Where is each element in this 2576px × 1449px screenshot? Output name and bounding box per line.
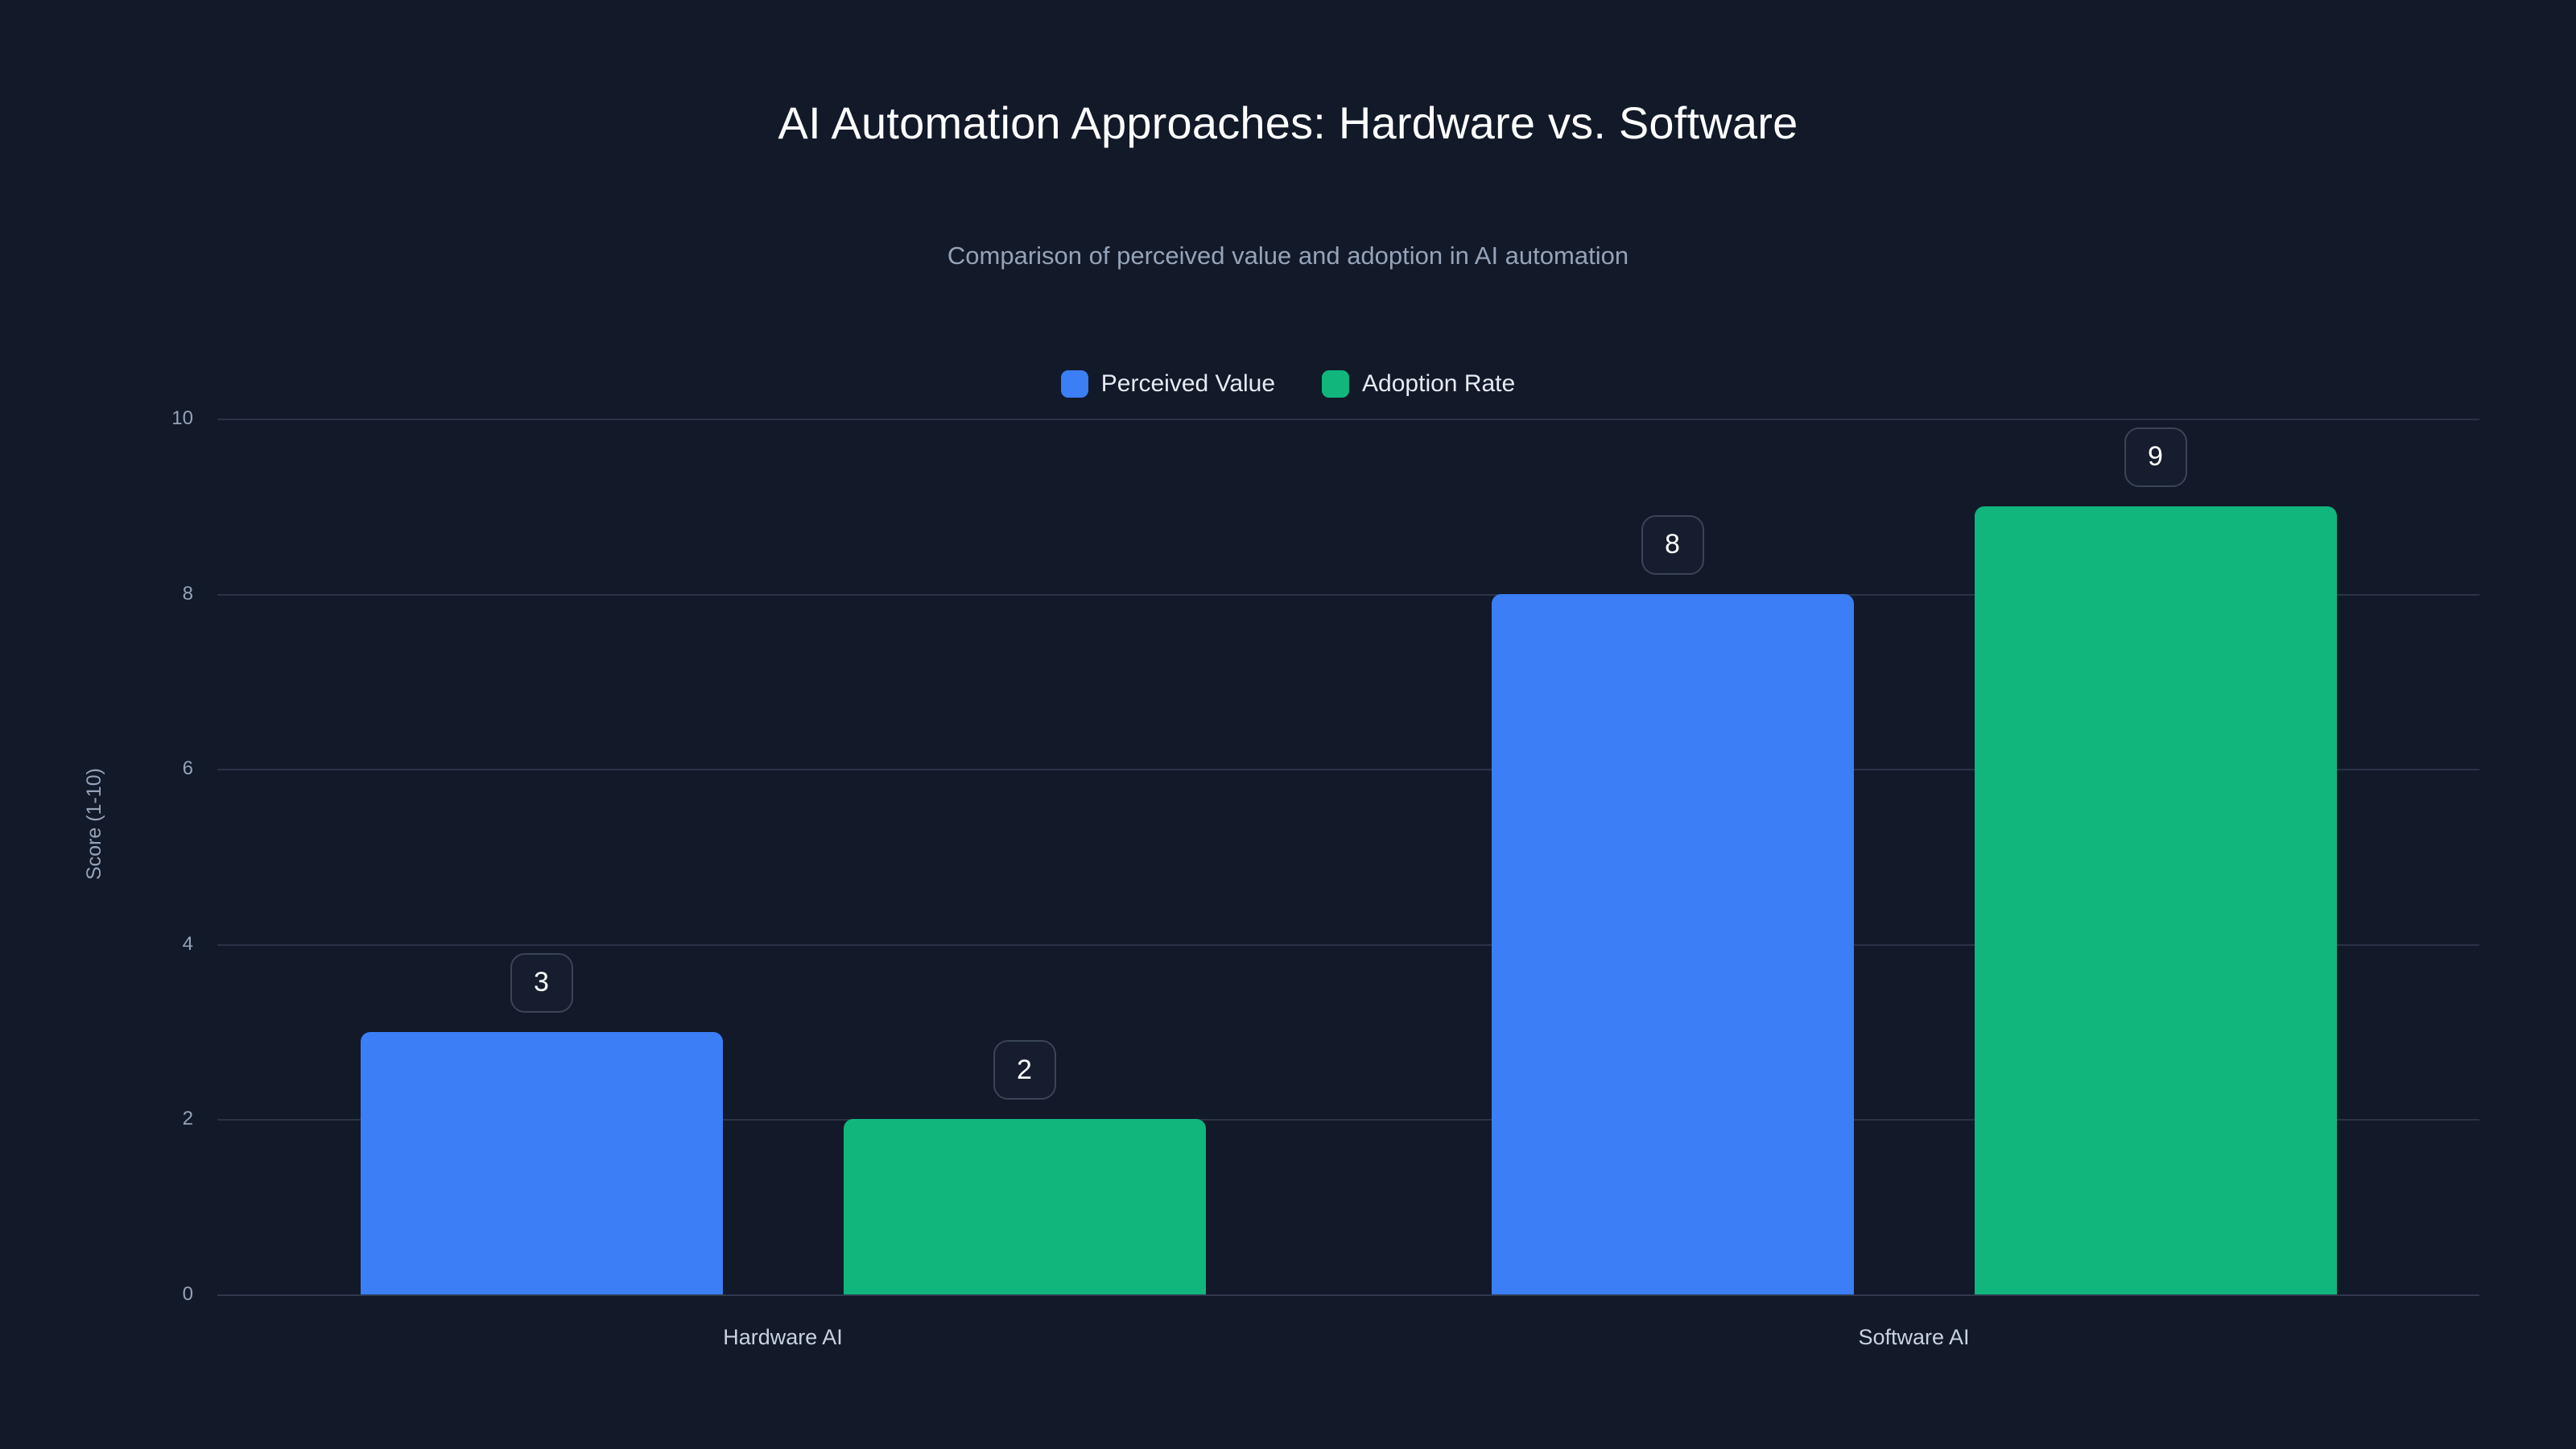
bar-hardware-ai-adoption-rate[interactable] [843,1119,1206,1294]
y-axis-tick-8: 8 [182,582,193,605]
gridline-6 [217,769,2479,771]
plot-area: 0 2 4 6 8 10 3 2 Hardware AI 8 9 Software AI [171,407,2479,1349]
data-label-software-ai-adoption-rate: 9 [2124,427,2187,487]
y-axis-label: Score (1-10) [83,768,105,880]
legend-item-1[interactable]: Adoption Rate [1322,370,1515,398]
page-title: AI Automation Approaches: Hardware vs. S… [778,97,1798,148]
legend-swatch-adoption-rate [1322,370,1350,398]
legend-swatch-perceived-value [1060,370,1088,398]
gridline-4 [217,943,2479,946]
gridline-2 [217,1119,2479,1121]
data-label-software-ai-perceived-value: 8 [1641,514,1704,575]
y-axis-tick-2: 2 [182,1108,193,1130]
data-label-hardware-ai-perceived-value: 3 [510,952,573,1013]
gridline-10 [217,419,2479,420]
data-label-hardware-ai-adoption-rate: 2 [993,1040,1056,1100]
y-axis-tick-10: 10 [171,407,193,429]
bar-software-ai-perceived-value[interactable] [1491,593,1854,1294]
x-axis-tick-software-ai: Software AI [1858,1325,1970,1349]
x-axis-tick-hardware-ai: Hardware AI [723,1325,843,1349]
y-axis-tick-6: 6 [182,758,193,780]
bar-hardware-ai-perceived-value[interactable] [360,1031,723,1294]
legend-label-1: Adoption Rate [1362,370,1516,397]
y-axis-tick-0: 0 [182,1283,193,1305]
legend-label-0: Perceived Value [1100,370,1276,397]
y-axis-tick-4: 4 [182,932,193,955]
page-subtitle: Comparison of perceived value and adopti… [947,242,1629,270]
bar-software-ai-adoption-rate[interactable] [1974,506,2337,1294]
chart-legend: Perceived Value Adoption Rate [0,370,2576,398]
legend-item-0[interactable]: Perceived Value [1060,370,1276,398]
gridline-8 [217,593,2479,596]
gridline-0 [217,1294,2479,1296]
